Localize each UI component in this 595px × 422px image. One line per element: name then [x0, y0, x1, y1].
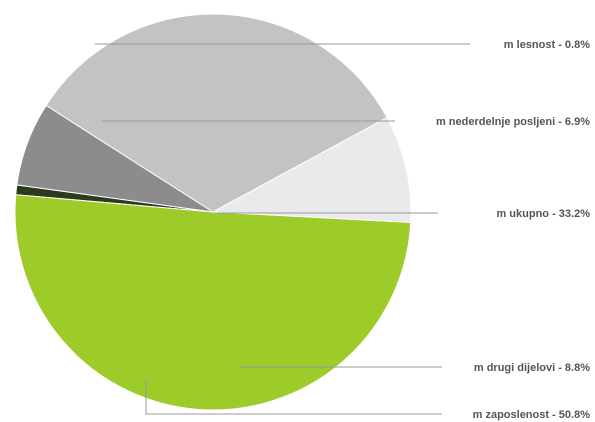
- slice-label-3: m drugi dijelovi - 8.8%: [474, 362, 590, 374]
- leader-lines: [94, 43, 470, 415]
- pie-slice-4: [14, 194, 412, 411]
- pie-slice-2: [45, 13, 388, 213]
- slice-label-1: m nederdelnje posljeni - 6.9%: [436, 116, 590, 128]
- leader-line-4: [145, 380, 442, 415]
- slice-label-4: m zaposlenost - 50.8%: [473, 409, 591, 421]
- slice-label-0: m lesnost - 0.8%: [504, 39, 590, 51]
- slice-labels: m lesnost - 0.8% m nederdelnje posljeni …: [436, 39, 590, 421]
- slice-label-2: m ukupno - 33.2%: [496, 208, 590, 220]
- pie-slices: [14, 13, 412, 411]
